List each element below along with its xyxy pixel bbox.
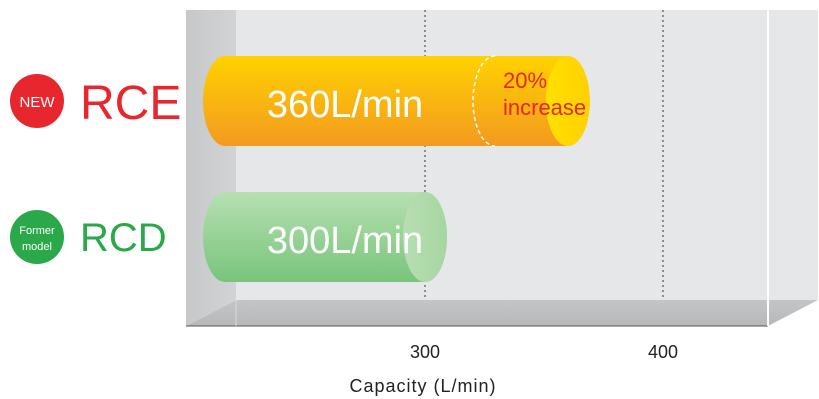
badge-model-text: model	[22, 241, 52, 253]
bar-end-cap-rcd	[403, 192, 447, 282]
former-capacity-outline	[472, 55, 496, 147]
x-tick-label: 400	[648, 342, 678, 362]
increase-annotation: 20%increase	[472, 55, 586, 147]
x-axis-title: Capacity (L/min)	[349, 376, 496, 396]
category-labels: NEW RCE Former model RCD	[10, 74, 181, 264]
badge-former-text: Former	[19, 225, 55, 237]
bars: 360L/min 300L/min	[203, 56, 590, 282]
category-rcd: Former model RCD	[10, 210, 167, 264]
bar-value-label: 300L/min	[267, 220, 423, 262]
badge-circle	[10, 74, 64, 128]
bar-rcd: 300L/min	[203, 192, 447, 282]
floor	[186, 300, 818, 326]
bar-rce: 360L/min	[203, 56, 590, 146]
badge-new-text: NEW	[20, 94, 56, 111]
x-tick-labels: 0300400	[410, 342, 678, 362]
bar-body-rce	[203, 56, 590, 146]
category-name: RCE	[80, 77, 181, 130]
bar-end-cap-rce	[545, 56, 590, 146]
increase-word: increase	[503, 95, 586, 120]
badge-circle	[10, 210, 64, 264]
bar-value-label: 360L/min	[267, 84, 423, 126]
category-rce: NEW RCE	[10, 74, 181, 130]
increase-percent: 20%	[503, 68, 547, 93]
bar-body-rcd	[203, 192, 447, 282]
x-tick-label: 300	[410, 342, 440, 362]
category-name: RCD	[80, 216, 167, 260]
